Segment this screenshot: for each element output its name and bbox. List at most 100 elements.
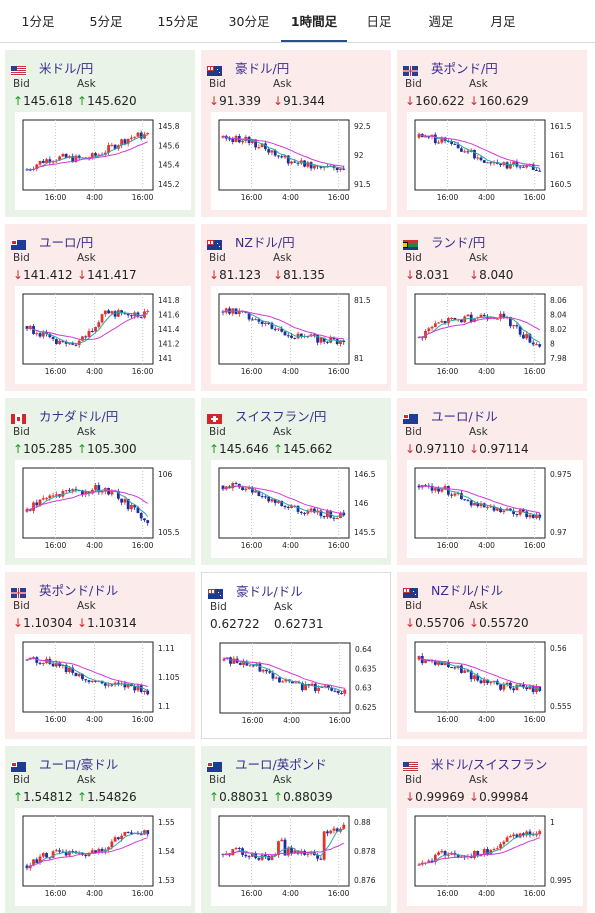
candle-body <box>38 662 42 664</box>
bid-label: Bid <box>209 426 226 438</box>
candle-body <box>107 145 110 153</box>
price-chart[interactable]: 161.5 161 160.5 16:00 4:00 16:00 <box>407 112 583 210</box>
candle-body <box>97 848 101 853</box>
currency-pair-name[interactable]: 豪ドル/ドル <box>236 584 303 599</box>
candle-body <box>293 337 297 339</box>
rate-card[interactable]: 英ポンド/円 Bid Ask ↓160.622 ↓160.629 161.5 161 160.… <box>397 50 587 217</box>
candle-body <box>116 310 120 317</box>
rate-card[interactable]: ユーロ/英ポンド Bid Ask ↑0.88031 ↑0.88039 0.88 0.878 0… <box>201 746 391 913</box>
rate-card[interactable]: 米ドル/円 Bid Ask ↑145.618 ↑145.620 145.8 145.6 145… <box>5 50 195 217</box>
candle-body <box>427 328 431 331</box>
candle-body <box>45 853 48 858</box>
price-chart[interactable]: 1 0.995 16:00 4:00 16:00 <box>407 808 583 906</box>
rate-card[interactable]: ユーロ/円 Bid Ask ↓141.412 ↓141.417 141.8 141.6 141… <box>5 224 195 391</box>
candle-body <box>280 500 284 507</box>
candle-body <box>270 855 274 861</box>
candle-chart: 1.55 1.54 1.53 16:00 4:00 16:00 <box>22 815 175 898</box>
currency-pair-name[interactable]: NZドル/ドル <box>431 583 504 598</box>
currency-pair-name[interactable]: ユーロ/豪ドル <box>39 757 119 772</box>
currency-pair-name[interactable]: NZドル/円 <box>235 235 295 250</box>
bid-price-value: 1.10304 <box>23 616 73 630</box>
candle-body <box>221 135 225 138</box>
candle-body <box>304 684 307 691</box>
currency-pair-name[interactable]: ユーロ/円 <box>39 235 94 250</box>
bid-price-value: 8.031 <box>415 268 450 282</box>
ask-price: ↑145.620 <box>77 94 137 108</box>
tab-8[interactable]: 月足 <box>490 14 516 29</box>
flag-icon <box>207 235 222 250</box>
rate-card[interactable]: ランド/円 Bid Ask ↓8.031 ↓8.040 8.06 8.04 8.02 8 7.98… <box>397 224 587 391</box>
candle-body <box>103 683 107 686</box>
price-chart[interactable]: 145.8 145.6 145.4 145.2 16:00 4:00 16:00 <box>15 112 191 210</box>
candle-body <box>48 333 52 338</box>
price-chart[interactable]: 0.88 0.878 0.876 16:00 4:00 16:00 <box>211 808 387 906</box>
currency-pair-name[interactable]: ユーロ/英ポンド <box>235 757 327 772</box>
currency-pair-name[interactable]: 米ドル/スイスフラン <box>431 757 548 772</box>
tab-7[interactable]: 週足 <box>428 14 454 29</box>
tab-6[interactable]: 日足 <box>366 14 392 29</box>
candle-body <box>453 317 457 320</box>
price-chart[interactable]: 0.56 0.555 16:00 4:00 16:00 <box>407 634 583 732</box>
candle-body <box>437 142 440 144</box>
plot-frame <box>22 467 154 539</box>
price-chart[interactable]: 0.975 0.97 16:00 4:00 16:00 <box>407 460 583 558</box>
tab-4[interactable]: 30分足 <box>228 14 270 29</box>
price-chart[interactable]: 92.5 92 91.5 16:00 4:00 16:00 <box>211 112 387 210</box>
currency-pair-name[interactable]: 豪ドル/円 <box>235 61 290 76</box>
rate-card[interactable]: ユーロ/ドル Bid Ask ↓0.97110 ↓0.97114 0.975 0.97 16:… <box>397 398 587 565</box>
candle-body <box>61 153 65 157</box>
candle-body <box>64 153 68 158</box>
currency-pair-name[interactable]: ランド/円 <box>431 235 486 250</box>
currency-pair-name[interactable]: 英ポンド/ドル <box>39 583 119 598</box>
x-tick-label: 16:00 <box>241 367 263 376</box>
candle-body <box>277 500 280 503</box>
y-tick-label: 92 <box>354 151 364 160</box>
flag-icon <box>11 757 26 772</box>
rate-card[interactable]: 豪ドル/円 Bid Ask ↓91.339 ↓91.344 92.5 92 91.5 16:00… <box>201 50 391 217</box>
price-chart[interactable]: 81.5 81 16:00 4:00 16:00 <box>211 286 387 384</box>
rate-card[interactable]: スイスフラン/円 Bid Ask ↑145.646 ↑145.662 146.5 146 14… <box>201 398 391 565</box>
price-chart[interactable]: 1.55 1.54 1.53 16:00 4:00 16:00 <box>15 808 191 906</box>
bid-price: 0.62722 <box>210 617 260 631</box>
currency-pair-name[interactable]: 英ポンド/円 <box>431 61 498 76</box>
x-tick-label: 4:00 <box>282 889 299 898</box>
candle-body <box>319 337 323 343</box>
rate-card[interactable]: カナダドル/円 Bid Ask ↑105.285 ↑105.300 106 105.5 16:… <box>5 398 195 565</box>
candle-body <box>283 331 287 336</box>
currency-pair-name[interactable]: スイスフラン/円 <box>235 409 327 424</box>
ask-price: ↓1.10314 <box>77 616 137 630</box>
rate-card[interactable]: 米ドル/スイスフラン Bid Ask ↓0.99969 ↓0.99984 1 0.995 16… <box>397 746 587 913</box>
tab-5[interactable]: 1時間足 <box>281 0 347 42</box>
candle-body <box>518 509 522 515</box>
tab-2[interactable]: 5分足 <box>89 14 123 29</box>
y-tick-label: 146.5 <box>354 470 376 479</box>
candle-body <box>133 504 137 508</box>
candle-body <box>528 686 532 690</box>
tab-3[interactable]: 15分足 <box>157 14 199 29</box>
rate-card[interactable]: NZドル/円 Bid Ask ↓81.123 ↓81.135 81.5 81 16:00 4:0… <box>201 224 391 391</box>
candle-body <box>100 314 104 323</box>
arrow-up-icon: ↑ <box>77 442 88 456</box>
price-chart[interactable]: 106 105.5 16:00 4:00 16:00 <box>15 460 191 558</box>
price-chart[interactable]: 146.5 146 145.5 16:00 4:00 16:00 <box>211 460 387 558</box>
price-chart[interactable]: 8.06 8.04 8.02 8 7.98 16:00 4:00 16:00 <box>407 286 583 384</box>
candle-body <box>446 854 450 856</box>
ask-price: ↑1.54826 <box>77 790 137 804</box>
rate-card[interactable]: ユーロ/豪ドル Bid Ask ↑1.54812 ↑1.54826 1.55 1.54 1.5… <box>5 746 195 913</box>
rate-card[interactable]: 英ポンド/ドル Bid Ask ↓1.10304 ↓1.10314 1.11 1.105 1.… <box>5 572 195 739</box>
currency-pair-name[interactable]: カナダドル/円 <box>39 409 119 424</box>
candle-body <box>433 323 437 327</box>
candle-body <box>492 506 496 511</box>
candle-body <box>424 660 427 664</box>
x-tick-label: 4:00 <box>86 541 103 550</box>
price-chart[interactable]: 0.64 0.635 0.63 0.625 16:00 4:00 16:00 <box>212 635 388 733</box>
y-tick-label: 7.98 <box>550 354 567 363</box>
price-chart[interactable]: 141.8 141.6 141.4 141.2 141 16:00 4:00 16:00 <box>15 286 191 384</box>
candle-chart: 1.11 1.105 1.1 16:00 4:00 16:00 <box>22 641 180 724</box>
rate-card[interactable]: NZドル/ドル Bid Ask ↓0.55706 ↓0.55720 0.56 0.555 16… <box>397 572 587 739</box>
currency-pair-name[interactable]: ユーロ/ドル <box>431 409 498 424</box>
tab-1[interactable]: 1分足 <box>21 14 55 29</box>
rate-card[interactable]: 豪ドル/ドル Bid Ask 0.62722 0.62731 0.64 0.635 0.63 0… <box>201 572 391 739</box>
price-chart[interactable]: 1.11 1.105 1.1 16:00 4:00 16:00 <box>15 634 191 732</box>
currency-pair-name[interactable]: 米ドル/円 <box>39 61 94 76</box>
